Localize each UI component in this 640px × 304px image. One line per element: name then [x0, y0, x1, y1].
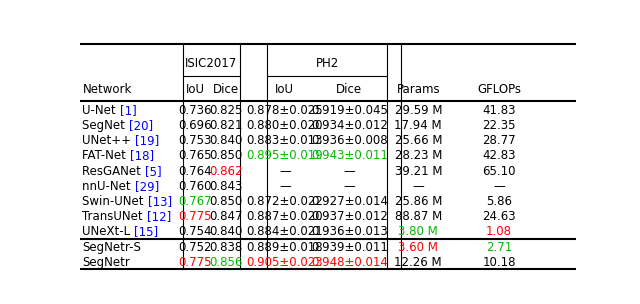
Text: 0.765: 0.765 [179, 149, 212, 162]
Text: FAT-Net: FAT-Net [83, 149, 130, 162]
Text: 0.872±0.022: 0.872±0.022 [246, 195, 323, 208]
Text: [5]: [5] [145, 164, 162, 178]
Text: 41.83: 41.83 [483, 104, 516, 117]
Text: 0.880±0.020: 0.880±0.020 [246, 119, 323, 132]
Text: —: — [344, 180, 355, 193]
Text: SegNet: SegNet [83, 119, 129, 132]
Text: 1.08: 1.08 [486, 226, 512, 238]
Text: 0.775: 0.775 [179, 256, 212, 269]
Text: Params: Params [396, 83, 440, 96]
Text: —: — [279, 164, 291, 178]
Text: 0.878±0.025: 0.878±0.025 [246, 104, 323, 117]
Text: SegNetr: SegNetr [83, 256, 131, 269]
Text: 24.63: 24.63 [483, 210, 516, 223]
Text: UNeXt-L: UNeXt-L [83, 226, 134, 238]
Text: 0.927±0.014: 0.927±0.014 [311, 195, 388, 208]
Text: 0.895±0.019: 0.895±0.019 [246, 149, 323, 162]
Text: 0.847: 0.847 [209, 210, 243, 223]
Text: 0.943±0.011: 0.943±0.011 [311, 149, 388, 162]
Text: 0.754: 0.754 [179, 226, 212, 238]
Text: 0.850: 0.850 [209, 149, 243, 162]
Text: 25.86 M: 25.86 M [395, 195, 442, 208]
Text: 0.939±0.011: 0.939±0.011 [311, 241, 388, 254]
Text: 0.937±0.012: 0.937±0.012 [311, 210, 388, 223]
Text: 0.767: 0.767 [179, 195, 212, 208]
Text: U-Net: U-Net [83, 104, 120, 117]
Text: 0.736: 0.736 [179, 104, 212, 117]
Text: 29.59 M: 29.59 M [394, 104, 442, 117]
Text: SegNetr-S: SegNetr-S [83, 241, 141, 254]
Text: 0.862: 0.862 [209, 164, 243, 178]
Text: ResGANet: ResGANet [83, 164, 145, 178]
Text: 65.10: 65.10 [483, 164, 516, 178]
Text: 0.752: 0.752 [179, 241, 212, 254]
Text: 0.840: 0.840 [209, 226, 243, 238]
Text: 0.919±0.045: 0.919±0.045 [311, 104, 388, 117]
Text: IoU: IoU [275, 83, 294, 96]
Text: 0.936±0.008: 0.936±0.008 [311, 134, 388, 147]
Text: Swin-UNet: Swin-UNet [83, 195, 148, 208]
Text: —: — [279, 180, 291, 193]
Text: 0.884±0.021: 0.884±0.021 [246, 226, 323, 238]
Text: IoU: IoU [186, 83, 205, 96]
Text: [15]: [15] [134, 226, 159, 238]
Text: Network: Network [83, 83, 132, 96]
Text: GFLOPs: GFLOPs [477, 83, 521, 96]
Text: 0.856: 0.856 [209, 256, 243, 269]
Text: —: — [412, 180, 424, 193]
Text: [19]: [19] [135, 134, 159, 147]
Text: 0.948±0.014: 0.948±0.014 [311, 256, 388, 269]
Text: 88.87 M: 88.87 M [395, 210, 442, 223]
Text: 0.887±0.020: 0.887±0.020 [246, 210, 323, 223]
Text: —: — [344, 164, 355, 178]
Text: Dice: Dice [336, 83, 362, 96]
Text: 0.883±0.013: 0.883±0.013 [246, 134, 323, 147]
Text: nnU-Net: nnU-Net [83, 180, 135, 193]
Text: 0.775: 0.775 [179, 210, 212, 223]
Text: 0.843: 0.843 [209, 180, 243, 193]
Text: [1]: [1] [120, 104, 136, 117]
Text: [12]: [12] [147, 210, 171, 223]
Text: 3.80 M: 3.80 M [398, 226, 438, 238]
Text: 0.753: 0.753 [179, 134, 212, 147]
Text: 28.77: 28.77 [483, 134, 516, 147]
Text: 0.838: 0.838 [209, 241, 243, 254]
Text: 0.764: 0.764 [179, 164, 212, 178]
Text: 0.825: 0.825 [209, 104, 243, 117]
Text: [18]: [18] [130, 149, 154, 162]
Text: 3.60 M: 3.60 M [398, 241, 438, 254]
Text: 5.86: 5.86 [486, 195, 512, 208]
Text: 0.936±0.013: 0.936±0.013 [311, 226, 388, 238]
Text: [13]: [13] [148, 195, 172, 208]
Text: 0.934±0.012: 0.934±0.012 [311, 119, 388, 132]
Text: 28.23 M: 28.23 M [395, 149, 442, 162]
Text: 39.21 M: 39.21 M [394, 164, 442, 178]
Text: 0.696: 0.696 [179, 119, 212, 132]
Text: ISIC2017: ISIC2017 [186, 57, 237, 70]
Text: 0.821: 0.821 [209, 119, 243, 132]
Text: 17.94 M: 17.94 M [394, 119, 442, 132]
Text: 0.905±0.023: 0.905±0.023 [246, 256, 323, 269]
Text: 0.840: 0.840 [209, 134, 243, 147]
Text: 25.66 M: 25.66 M [394, 134, 442, 147]
Text: 22.35: 22.35 [483, 119, 516, 132]
Text: [20]: [20] [129, 119, 153, 132]
Text: 0.889±0.018: 0.889±0.018 [246, 241, 323, 254]
Text: 0.760: 0.760 [179, 180, 212, 193]
Text: Dice: Dice [212, 83, 239, 96]
Text: 0.850: 0.850 [209, 195, 243, 208]
Text: PH2: PH2 [316, 57, 339, 70]
Text: 12.26 M: 12.26 M [394, 256, 442, 269]
Text: UNet++: UNet++ [83, 134, 135, 147]
Text: 2.71: 2.71 [486, 241, 512, 254]
Text: [29]: [29] [135, 180, 159, 193]
Text: 10.18: 10.18 [483, 256, 516, 269]
Text: 42.83: 42.83 [483, 149, 516, 162]
Text: —: — [493, 180, 505, 193]
Text: TransUNet: TransUNet [83, 210, 147, 223]
